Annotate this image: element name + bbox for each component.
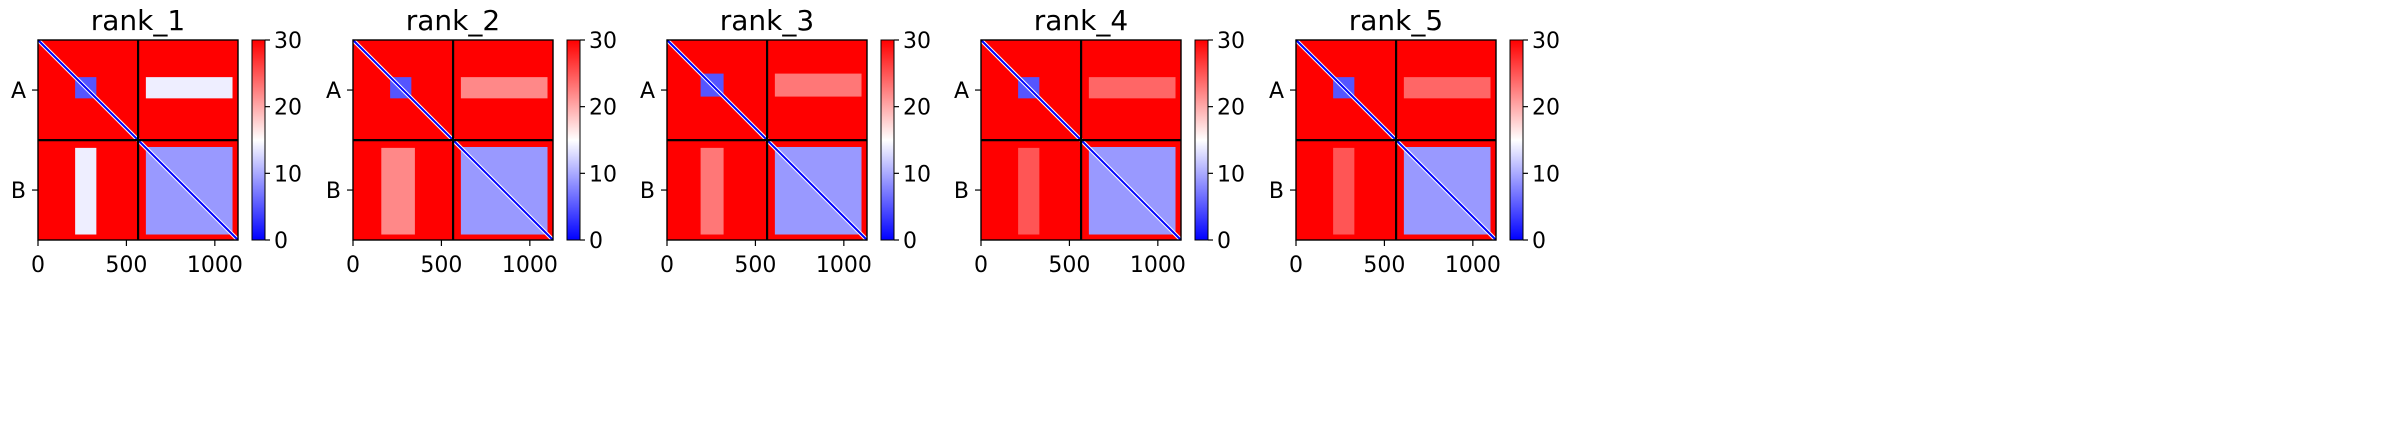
panel-5: rank_5 A B 0 500 1000 0 10 20 30 — [1269, 4, 1560, 278]
chain-label-B: B — [326, 179, 341, 204]
x-tick-label: 0 — [974, 253, 988, 278]
heatmap-region-3 — [145, 77, 233, 99]
heatmap-region-4 — [700, 147, 724, 235]
chain-label-B: B — [1269, 179, 1284, 204]
panel-title: rank_5 — [1349, 4, 1443, 37]
axes-frame — [37, 39, 239, 241]
heatmap-region-4 — [75, 147, 97, 235]
x-tick-label: 0 — [346, 253, 360, 278]
chain-label-B: B — [640, 179, 655, 204]
x-tick-label: 500 — [420, 253, 462, 278]
colorbar-tick-label: 30 — [903, 29, 931, 54]
x-tick-label: 0 — [660, 253, 674, 278]
colorbar-tick-label: 10 — [589, 162, 617, 187]
chain-label-A: A — [640, 79, 655, 104]
chain-label-A: A — [1269, 79, 1284, 104]
axes-frame — [1295, 39, 1497, 241]
x-tick-label: 1000 — [1445, 253, 1501, 278]
x-tick-label: 500 — [105, 253, 147, 278]
panel-title: rank_1 — [91, 4, 185, 37]
chain-label-A: A — [954, 79, 969, 104]
chain-label-B: B — [954, 179, 969, 204]
colorbar-tick-label: 30 — [589, 29, 617, 54]
panel-4: rank_4 A B 0 500 1000 0 10 20 30 — [954, 4, 1245, 278]
colorbar — [251, 39, 266, 241]
colorbar-tick-label: 30 — [1217, 29, 1245, 54]
heatmap-region-4 — [381, 147, 415, 235]
heatmap-region-3 — [460, 77, 548, 99]
colorbar-tick-label: 10 — [1217, 162, 1245, 187]
panel-title: rank_2 — [406, 4, 500, 37]
colorbar-tick-label: 0 — [274, 229, 288, 254]
x-tick-label: 500 — [1363, 253, 1405, 278]
colorbar-tick-label: 10 — [1532, 162, 1560, 187]
x-tick-label: 1000 — [1130, 253, 1186, 278]
x-tick-label: 0 — [31, 253, 45, 278]
colorbar-tick-label: 10 — [274, 162, 302, 187]
heatmap-region-4 — [1333, 147, 1355, 235]
colorbar-tick-label: 0 — [1532, 229, 1546, 254]
colorbar-tick-label: 20 — [589, 96, 617, 121]
x-tick-label: 1000 — [816, 253, 872, 278]
heatmap-region-4 — [1018, 147, 1040, 235]
chain-label-A: A — [11, 79, 26, 104]
x-tick-label: 0 — [1289, 253, 1303, 278]
colorbar-tick-label: 30 — [1532, 29, 1560, 54]
heatmap-region-3 — [1403, 77, 1491, 99]
heatmap-region-3 — [774, 73, 862, 97]
panel-3: rank_3 A B 0 500 1000 0 10 20 30 — [640, 4, 931, 278]
colorbar — [566, 39, 581, 241]
colorbar-tick-label: 0 — [1217, 229, 1231, 254]
heatmap-region-3 — [1088, 77, 1176, 99]
axes-frame — [980, 39, 1182, 241]
colorbar-tick-label: 20 — [1217, 96, 1245, 121]
colorbar — [1509, 39, 1524, 241]
panel-title: rank_4 — [1034, 4, 1128, 37]
colorbar-tick-label: 0 — [903, 229, 917, 254]
colorbar — [1194, 39, 1209, 241]
colorbar-tick-label: 20 — [1532, 96, 1560, 121]
x-tick-label: 1000 — [502, 253, 558, 278]
panel-1: rank_1 A B 0 500 1000 0 10 20 30 — [11, 4, 302, 278]
colorbar-tick-label: 10 — [903, 162, 931, 187]
chain-label-A: A — [326, 79, 341, 104]
colorbar-tick-label: 0 — [589, 229, 603, 254]
chain-label-B: B — [11, 179, 26, 204]
axes-frame — [352, 39, 554, 241]
x-tick-label: 1000 — [187, 253, 243, 278]
panel-title: rank_3 — [720, 4, 814, 37]
x-tick-label: 500 — [1048, 253, 1090, 278]
panel-2: rank_2 A B 0 500 1000 0 10 20 30 — [326, 4, 617, 278]
x-tick-label: 500 — [734, 253, 776, 278]
colorbar-tick-label: 30 — [274, 29, 302, 54]
axes-frame — [666, 39, 868, 241]
colorbar-tick-label: 20 — [903, 96, 931, 121]
colorbar — [880, 39, 895, 241]
colorbar-tick-label: 20 — [274, 96, 302, 121]
